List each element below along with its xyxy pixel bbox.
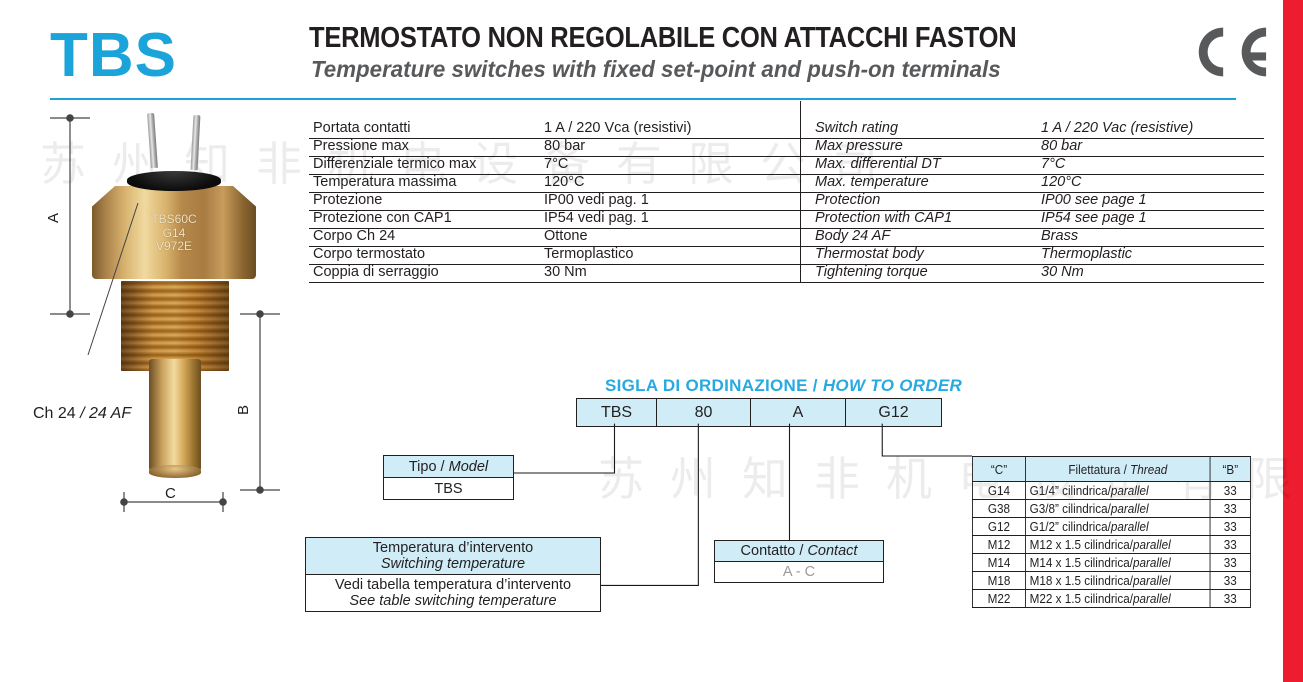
svg-text:A: A [45, 213, 62, 223]
svg-text:C: C [165, 485, 176, 502]
svg-text:B: B [235, 405, 252, 415]
